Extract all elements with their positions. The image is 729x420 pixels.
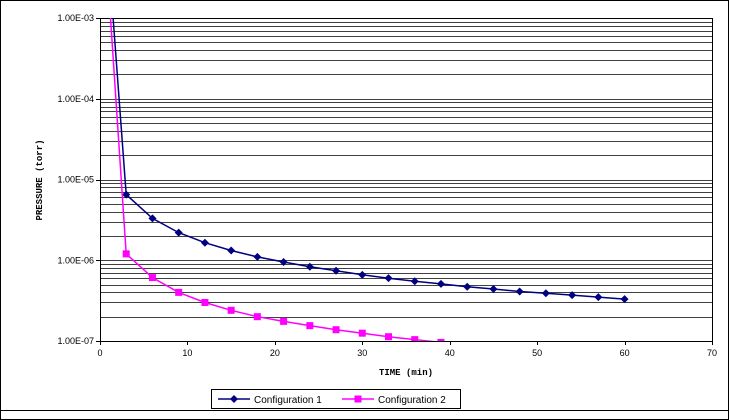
data-point-config-2 xyxy=(253,313,261,321)
data-point-config-2 xyxy=(490,344,497,351)
data-point-config-1 xyxy=(122,190,131,199)
data-point-config-2 xyxy=(280,317,288,325)
axes xyxy=(96,18,713,345)
x-tick-label: 50 xyxy=(532,348,542,358)
x-tick-label: 20 xyxy=(270,348,280,358)
gridlines xyxy=(100,18,712,342)
data-point-config-2 xyxy=(358,329,366,337)
y-tick-label: 1.00E-07 xyxy=(57,336,94,346)
data-point-config-1 xyxy=(200,238,209,247)
series-line-config-2 xyxy=(109,18,435,341)
y-tick-label: 1.00E-04 xyxy=(57,94,94,104)
data-point-config-2 xyxy=(175,288,183,296)
x-tick-label: 40 xyxy=(445,348,455,358)
data-point-config-1 xyxy=(515,287,524,296)
data-point-config-2 xyxy=(385,333,393,341)
data-point-config-2 xyxy=(227,306,235,314)
data-point-config-1 xyxy=(174,228,183,237)
series-layer xyxy=(109,18,629,351)
legend-marker-config-1 xyxy=(230,395,238,403)
legend-box xyxy=(211,389,461,409)
data-point-config-1 xyxy=(358,270,367,279)
x-tick-label: 0 xyxy=(97,348,102,358)
data-point-config-1 xyxy=(541,289,550,298)
legend-label-config-2: Configuration 2 xyxy=(378,395,446,406)
data-point-config-1 xyxy=(410,277,419,286)
data-point-config-2 xyxy=(332,326,340,334)
y-axis-title: PRESSURE (torr) xyxy=(35,139,45,220)
data-point-config-1 xyxy=(279,258,288,267)
data-point-config-1 xyxy=(594,293,603,302)
x-tick-label: 10 xyxy=(182,348,192,358)
x-axis-title: TIME (min) xyxy=(379,368,433,378)
data-point-config-2 xyxy=(122,250,130,258)
data-point-config-1 xyxy=(253,252,262,261)
x-tick-label: 60 xyxy=(620,348,630,358)
plot-border xyxy=(100,18,713,342)
x-tick-label: 30 xyxy=(357,348,367,358)
data-point-config-1 xyxy=(436,279,445,288)
y-tick-label: 1.00E-03 xyxy=(57,13,94,23)
data-point-config-1 xyxy=(620,295,629,304)
data-point-config-2 xyxy=(201,298,209,306)
data-point-config-1 xyxy=(463,282,472,291)
legend-marker-config-2 xyxy=(354,395,362,403)
legend-label-config-1: Configuration 1 xyxy=(254,395,322,406)
legend: Configuration 1 Configuration 2 xyxy=(211,389,461,409)
tick-labels: 1.00E-03 1.00E-04 1.00E-05 1.00E-06 1.00E-07… xyxy=(57,13,717,358)
data-point-config-1 xyxy=(305,262,314,271)
y-tick-label: 1.00E-06 xyxy=(57,255,94,265)
data-point-config-1 xyxy=(384,274,393,283)
data-point-config-1 xyxy=(489,285,498,294)
x-tick-label: 70 xyxy=(707,348,717,358)
data-point-config-1 xyxy=(148,214,157,223)
data-point-config-2 xyxy=(437,338,445,341)
plot-area xyxy=(100,18,712,341)
data-point-config-2 xyxy=(464,342,471,349)
data-point-config-1 xyxy=(332,266,341,275)
data-point-config-2 xyxy=(148,274,156,282)
data-point-config-2 xyxy=(306,322,314,330)
data-point-config-1 xyxy=(568,291,577,300)
data-point-config-1 xyxy=(227,246,236,255)
data-point-config-2 xyxy=(411,336,419,341)
y-tick-label: 1.00E-05 xyxy=(57,175,94,185)
